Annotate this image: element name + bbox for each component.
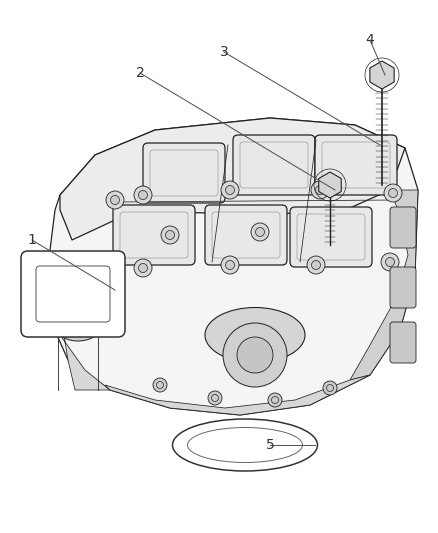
Polygon shape [105,375,370,415]
Circle shape [221,181,239,199]
Polygon shape [60,118,405,240]
FancyBboxPatch shape [290,207,372,267]
Circle shape [134,259,152,277]
Ellipse shape [205,308,305,362]
FancyBboxPatch shape [143,143,225,203]
Circle shape [161,226,179,244]
FancyBboxPatch shape [390,322,416,363]
Text: 1: 1 [28,233,36,247]
Ellipse shape [58,319,98,341]
Circle shape [389,189,398,198]
Polygon shape [50,250,110,390]
Circle shape [138,190,148,199]
Circle shape [255,228,265,237]
Ellipse shape [173,419,318,471]
Circle shape [381,253,399,271]
Circle shape [221,256,239,274]
Circle shape [384,184,402,202]
Circle shape [101,261,119,279]
FancyBboxPatch shape [205,205,287,265]
Circle shape [106,265,114,274]
Text: 2: 2 [136,66,145,80]
Circle shape [208,391,222,405]
Circle shape [138,263,148,272]
Polygon shape [48,118,418,415]
Circle shape [110,196,120,205]
Text: 4: 4 [366,33,374,47]
Circle shape [106,191,124,209]
Circle shape [223,323,287,387]
Circle shape [251,223,269,241]
FancyBboxPatch shape [36,266,110,322]
Ellipse shape [58,264,98,286]
FancyBboxPatch shape [390,267,416,308]
Circle shape [323,381,337,395]
Ellipse shape [187,427,303,463]
Circle shape [226,261,234,270]
Circle shape [237,337,273,373]
FancyBboxPatch shape [113,205,195,265]
Text: 3: 3 [219,45,228,59]
Circle shape [268,393,282,407]
FancyBboxPatch shape [315,135,397,195]
Circle shape [315,185,325,195]
Polygon shape [350,190,418,380]
Circle shape [134,186,152,204]
Circle shape [311,261,321,270]
Circle shape [311,181,329,199]
Circle shape [307,256,325,274]
Text: 5: 5 [265,438,274,452]
Circle shape [385,257,395,266]
Circle shape [226,185,234,195]
Circle shape [166,230,174,239]
FancyBboxPatch shape [21,251,125,337]
Circle shape [153,378,167,392]
FancyBboxPatch shape [233,135,315,195]
FancyBboxPatch shape [390,207,416,248]
